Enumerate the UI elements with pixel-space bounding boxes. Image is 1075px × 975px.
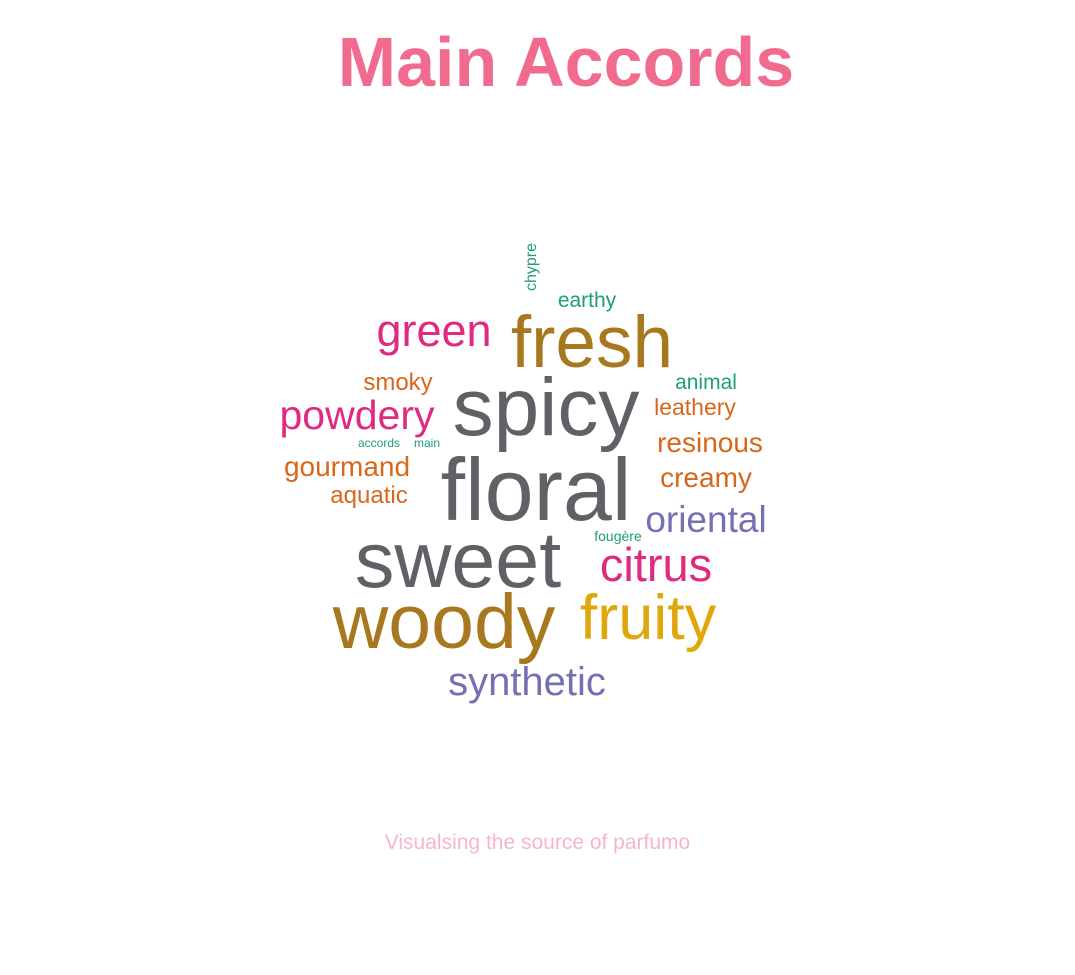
word-fruity: fruity (580, 583, 717, 653)
word-accords: accords (358, 436, 400, 450)
word-chypre: chypre (523, 243, 540, 291)
word-woody: woody (332, 579, 556, 665)
word-leathery: leathery (654, 394, 736, 420)
word-main: main (414, 436, 440, 450)
word-oriental: oriental (645, 499, 766, 540)
word-smoky: smoky (363, 369, 432, 396)
word-fresh: fresh (511, 302, 673, 383)
word-earthy: earthy (558, 289, 617, 312)
word-citrus: citrus (600, 538, 712, 591)
word-fougère: fougère (594, 528, 642, 544)
word-spicy: spicy (453, 362, 640, 453)
chart-title: Main Accords (337, 23, 795, 101)
word-synthetic: synthetic (448, 660, 606, 704)
word-floral: floral (441, 440, 632, 539)
word-resinous: resinous (657, 427, 763, 458)
word-gourmand: gourmand (284, 451, 410, 482)
chart-caption: Visualsing the source of parfumo (384, 831, 691, 854)
word-aquatic: aquatic (330, 482, 407, 509)
word-creamy: creamy (660, 462, 752, 493)
word-animal: animal (675, 371, 737, 394)
word-sweet: sweet (355, 515, 561, 604)
word-green: green (376, 305, 491, 356)
word-powdery: powdery (280, 392, 435, 438)
